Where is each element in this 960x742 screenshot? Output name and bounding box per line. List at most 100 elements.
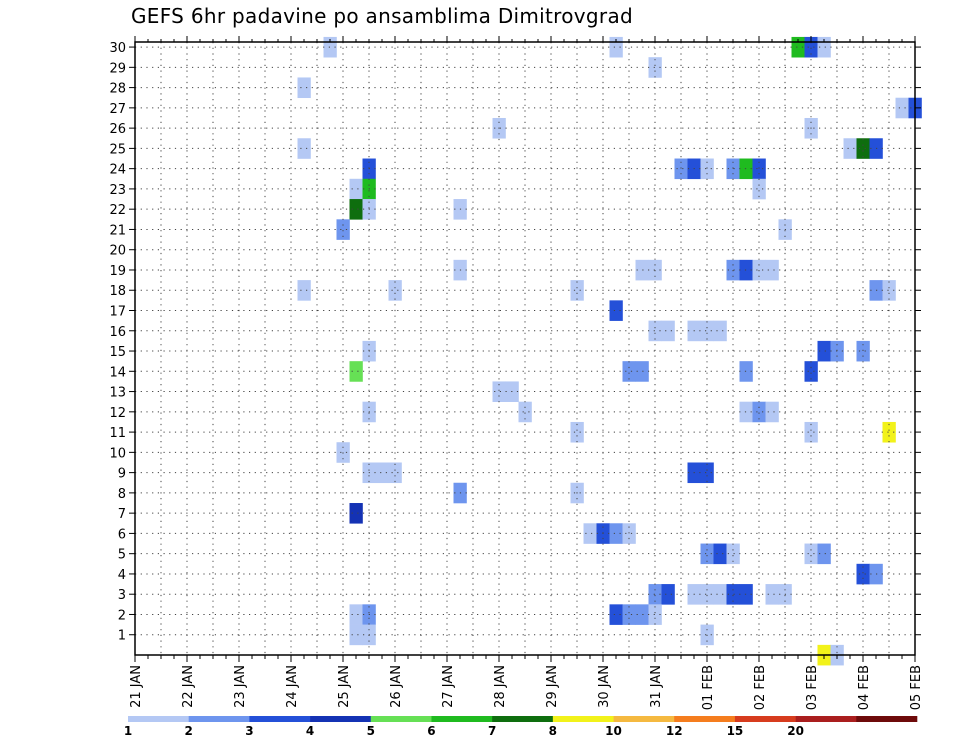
heatmap-cell [700, 462, 714, 484]
x-tick-label: 22 JAN [181, 665, 196, 708]
colorbar-swatch [795, 716, 857, 722]
colorbar-label: 2 [185, 724, 193, 738]
heatmap-cell [297, 77, 311, 99]
y-tick-label: 23 [109, 183, 126, 198]
plot-area [135, 42, 915, 655]
heatmap-cell [817, 543, 831, 565]
y-tick-label: 13 [109, 386, 126, 401]
heatmap-cell [700, 584, 714, 605]
y-tick-label: 18 [109, 284, 126, 299]
colorbar-label: 3 [245, 724, 253, 738]
heatmap-cell [622, 604, 636, 625]
heatmap-cell [349, 178, 363, 200]
heatmap-cell [739, 361, 753, 382]
heatmap-cell [297, 280, 311, 301]
heatmap-cell [817, 340, 831, 362]
colorbar-swatch [674, 716, 736, 722]
heatmap-cell [726, 543, 740, 565]
colorbar-label: 6 [427, 724, 435, 738]
y-tick-label: 7 [118, 507, 126, 522]
heatmap-cell [570, 421, 584, 443]
heatmap-cell [843, 138, 857, 159]
y-tick-label: 27 [109, 102, 126, 117]
x-tick-label: 23 JAN [233, 665, 248, 708]
heatmap-cell [739, 401, 753, 423]
y-tick-label: 3 [118, 588, 126, 603]
colorbar-swatch [613, 716, 675, 722]
x-tick-label: 28 JAN [493, 665, 508, 708]
y-tick-label: 1 [118, 629, 126, 644]
heatmap-cell [739, 158, 753, 180]
heatmap-cell [622, 361, 636, 382]
colorbar-label: 8 [549, 724, 557, 738]
y-tick-label: 4 [118, 568, 126, 583]
colorbar-swatch [734, 716, 796, 722]
y-tick-label: 2 [118, 608, 126, 623]
x-tick-label: 01 FEB [701, 665, 716, 710]
y-tick-label: 5 [118, 548, 126, 563]
heatmap-cell [895, 97, 909, 119]
x-tick-label: 05 FEB [909, 665, 924, 710]
heatmap-cell [700, 320, 714, 342]
heatmap-cell [739, 584, 753, 605]
colorbar-swatch [492, 716, 554, 722]
colorbar-label: 4 [306, 724, 314, 738]
heatmap-cell [492, 381, 506, 402]
y-tick-label: 8 [118, 487, 126, 502]
colorbar-swatch [552, 716, 614, 722]
heatmap-cell [752, 178, 766, 200]
heatmap-cell [765, 259, 779, 281]
chart-title: GEFS 6hr padavine po ansamblima Dimitrov… [131, 4, 633, 28]
heatmap-cell [713, 543, 727, 565]
colorbar-swatch [856, 716, 918, 722]
heatmap-cell [518, 401, 532, 423]
heatmap-cell [349, 604, 363, 625]
heatmap-cell [609, 604, 623, 625]
heatmap-cell [583, 523, 597, 544]
heatmap-cell [856, 340, 870, 362]
y-tick-label: 11 [109, 426, 126, 441]
y-tick-label: 29 [109, 61, 126, 76]
colorbar-label: 10 [605, 724, 622, 738]
y-tick-label: 30 [109, 41, 126, 56]
y-tick-label: 22 [109, 203, 126, 218]
heatmap-cell [804, 421, 818, 443]
y-tick-label: 17 [109, 305, 126, 320]
y-tick-label: 14 [109, 365, 126, 380]
heatmap-cell [882, 421, 896, 443]
heatmap-cell [388, 462, 402, 484]
y-tick-label: 6 [118, 527, 126, 542]
heatmap-cell [661, 584, 675, 605]
heatmap-cell [349, 199, 363, 220]
heatmap-cell [609, 523, 623, 544]
heatmap-cell [856, 138, 870, 159]
heatmap-cell [648, 320, 662, 342]
heatmap-cell [765, 401, 779, 423]
heatmap-cell [752, 158, 766, 180]
x-tick-label: 25 JAN [337, 665, 352, 708]
colorbar-label: 20 [787, 724, 804, 738]
heatmap-cell [570, 280, 584, 301]
x-tick-label: 03 FEB [805, 665, 820, 710]
x-tick-label: 02 FEB [753, 665, 768, 710]
y-tick-label: 28 [109, 82, 126, 97]
colorbar-label: 12 [666, 724, 683, 738]
colorbar-swatch [188, 716, 250, 722]
heatmap-cell [713, 584, 727, 605]
y-tick-label: 10 [109, 446, 126, 461]
y-tick-label: 20 [109, 244, 126, 259]
heatmap-cell [882, 280, 896, 301]
colorbar-swatch [310, 716, 372, 722]
heatmap-cell [739, 259, 753, 281]
heatmap-cell [765, 584, 779, 605]
heatmap-cell [700, 543, 714, 565]
heatmap-cell [804, 543, 818, 565]
y-tick-label: 19 [109, 264, 126, 279]
heatmap-cell [648, 57, 662, 78]
heatmap-cell [648, 584, 662, 605]
colorbar-swatch [249, 716, 311, 722]
x-tick-label: 24 JAN [285, 665, 300, 708]
heatmap-cell [375, 462, 389, 484]
x-tick-label: 04 FEB [857, 665, 872, 710]
x-tick-label: 27 JAN [441, 665, 456, 708]
